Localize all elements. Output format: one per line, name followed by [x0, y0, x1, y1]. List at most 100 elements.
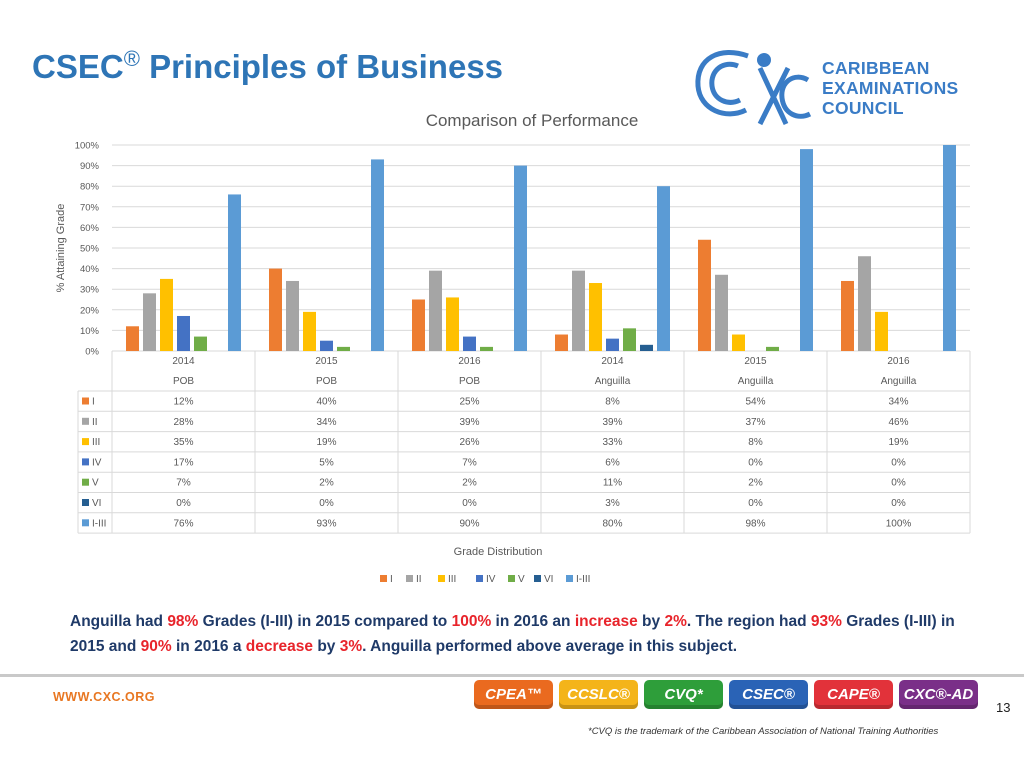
table-cell: 26%: [459, 437, 479, 448]
legend-key: [380, 575, 387, 582]
summary-part: in 2016 an: [491, 613, 575, 630]
bar-i-pob-2016: [412, 299, 425, 351]
table-cell: 0%: [748, 498, 763, 509]
bar-i-iii-anguilla-2016: [943, 145, 956, 351]
table-cell: 0%: [319, 498, 334, 509]
y-tick-label: 50%: [80, 244, 100, 255]
table-cell: 12%: [173, 397, 193, 408]
x-category-year: 2014: [172, 356, 195, 367]
bar-ii-pob-2014: [143, 293, 156, 351]
y-tick-label: 70%: [80, 202, 100, 213]
badge-ccslc[interactable]: CCSLC®: [559, 680, 638, 709]
table-cell: 7%: [462, 457, 477, 468]
table-series-name: I-III: [92, 518, 106, 529]
x-category-group: POB: [316, 376, 337, 387]
bars: [126, 145, 956, 351]
logo-line-2: EXAMINATIONS: [822, 78, 959, 98]
badge-csec[interactable]: CSEC®: [729, 680, 808, 709]
table-legend-key: [82, 397, 89, 405]
legend-label: IV: [486, 574, 496, 585]
logo-text: CARIBBEAN EXAMINATIONS COUNCIL: [822, 58, 958, 118]
table-cell: 2%: [748, 478, 763, 489]
legend-label: VI: [544, 574, 553, 585]
x-category-year: 2014: [601, 356, 624, 367]
table-series-name: II: [92, 417, 98, 428]
summary-highlight: increase: [574, 613, 638, 630]
table-cell: 5%: [319, 457, 334, 468]
x-category-group: POB: [459, 376, 480, 387]
table-cell: 19%: [316, 437, 336, 448]
y-tick-label: 80%: [80, 182, 100, 193]
badge-cxc-ad[interactable]: CXC®-AD: [899, 680, 978, 709]
table-cell: 80%: [602, 518, 622, 529]
data-table: 2014 POB 2015 POB 2016 POB 2014 Anguilla 2015 Ang…: [77, 351, 971, 534]
footer-divider: [0, 674, 1024, 677]
table-cell: 2%: [319, 478, 334, 489]
summary-highlight: 2%: [664, 613, 687, 630]
table-cell: 98%: [745, 518, 765, 529]
bar-iv-anguilla-2014: [606, 338, 619, 351]
table-cell: 46%: [888, 417, 908, 428]
table-series-name: V: [92, 478, 99, 489]
table-cell: 3%: [605, 498, 620, 509]
summary-highlight: 90%: [140, 638, 172, 655]
cxc-logo-icon: [695, 50, 812, 126]
footer-url-link[interactable]: WWW.CXC.ORG: [53, 690, 156, 704]
slide-title-rest: Principles of Business: [139, 48, 504, 85]
summary-text: Anguilla had 98% Grades (I-III) in 2015 …: [70, 609, 970, 659]
table-cell: 100%: [886, 518, 912, 529]
table-cell: 35%: [173, 437, 193, 448]
y-axis-ticks: 0% 10% 20% 30% 40% 50% 60% 70% 80% 90% 100%: [75, 141, 100, 358]
table-series-name: VI: [92, 498, 101, 509]
bar-iv-pob-2014: [177, 315, 190, 351]
table-cell: 8%: [605, 397, 620, 408]
summary-part: by: [637, 613, 665, 630]
x-category-year: 2015: [744, 356, 767, 367]
bar-v-pob-2015: [337, 346, 350, 351]
legend-label: III: [448, 574, 456, 585]
table-cell: 8%: [748, 437, 763, 448]
bar-v-anguilla-2014: [623, 328, 636, 351]
bar-i-anguilla-2014: [555, 334, 568, 351]
table-cell: 93%: [316, 518, 336, 529]
y-tick-label: 10%: [80, 326, 100, 337]
summary-part: in 2016 a: [171, 638, 246, 655]
table-legend-key: [82, 417, 89, 425]
bar-i-iii-pob-2015: [371, 159, 384, 351]
bar-iv-pob-2015: [320, 340, 333, 351]
table-cell: 28%: [173, 417, 193, 428]
bar-iii-anguilla-2016: [875, 311, 888, 351]
bar-iii-pob-2016: [446, 297, 459, 351]
table-cell: 11%: [603, 478, 622, 489]
table-cell: 25%: [459, 397, 479, 408]
x-category-group: Anguilla: [881, 376, 917, 387]
table-series-name: IV: [92, 457, 102, 468]
legend-label: V: [518, 574, 525, 585]
table-cell: 0%: [748, 457, 763, 468]
table-cell: 40%: [316, 397, 336, 408]
bar-i-anguilla-2015: [698, 239, 711, 351]
badge-cpea[interactable]: CPEA™: [474, 680, 553, 709]
bar-ii-pob-2016: [429, 270, 442, 351]
table-cell: 0%: [891, 478, 906, 489]
trademark-note: *CVQ is the trademark of the Caribbean A…: [588, 726, 939, 737]
summary-highlight: 93%: [810, 613, 842, 630]
badge-cvq[interactable]: CVQ*: [644, 680, 723, 709]
legend-label: I-III: [576, 574, 590, 585]
legend-key: [406, 575, 413, 582]
page-number: 13: [996, 700, 1011, 715]
x-category-year: 2016: [887, 356, 910, 367]
badge-cape[interactable]: CAPE®: [814, 680, 893, 709]
table-legend-key: [82, 519, 89, 527]
bar-ii-anguilla-2015: [715, 274, 728, 351]
y-tick-label: 20%: [80, 305, 100, 316]
y-tick-label: 60%: [80, 223, 100, 234]
slide-title-main: CSEC: [32, 48, 124, 85]
summary-part: Anguilla had: [70, 613, 168, 630]
bar-i-pob-2014: [126, 326, 139, 351]
bar-ii-pob-2015: [286, 280, 299, 351]
summary-part: by: [313, 638, 340, 655]
y-tick-label: 30%: [80, 285, 100, 296]
table-cell: 0%: [891, 457, 906, 468]
bar-i-anguilla-2016: [841, 280, 854, 351]
